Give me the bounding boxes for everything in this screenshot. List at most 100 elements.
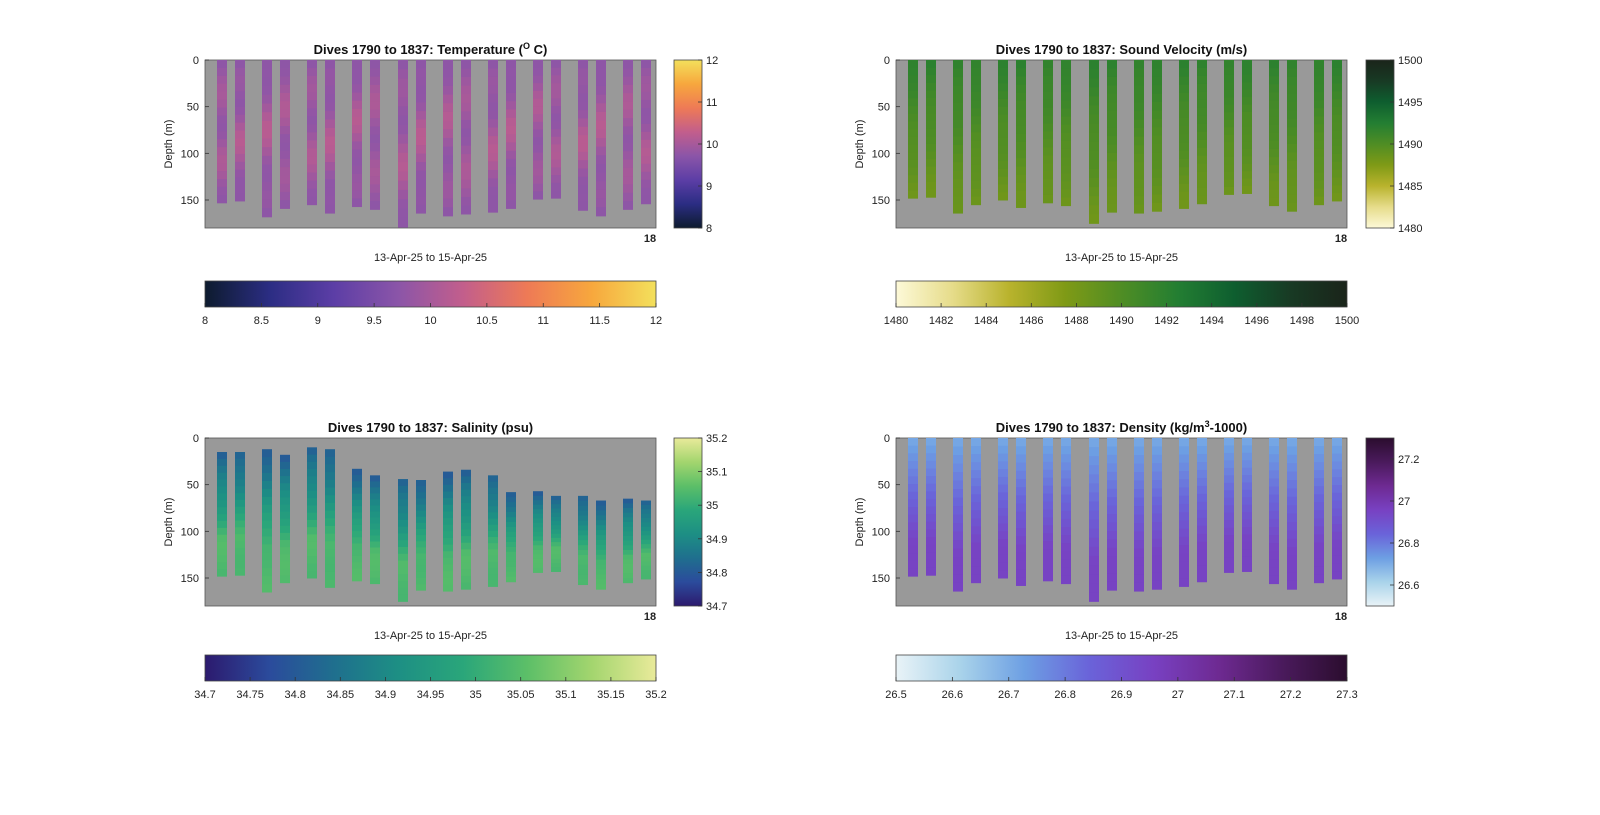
bottom-colorbar-tick-label: 34.85 [327, 689, 355, 701]
dive-segment [235, 169, 245, 178]
dive-segment [325, 204, 335, 214]
dive-segment [352, 531, 362, 538]
dive-segment [1061, 108, 1071, 118]
dive-segment [998, 461, 1008, 470]
dive-segment [578, 574, 588, 581]
dive-segment [1061, 181, 1071, 190]
dive-segment [398, 60, 408, 70]
dive-segment [262, 199, 272, 209]
dive-segment [1242, 141, 1252, 150]
dive-segment [578, 559, 588, 566]
dive-segment [1061, 446, 1071, 455]
dive-segment [971, 542, 981, 552]
dive-segment [370, 101, 380, 111]
dive-segment [1152, 102, 1162, 111]
dive-segment [1061, 567, 1071, 577]
dive-segment [1287, 564, 1297, 573]
dive-segment [1242, 148, 1252, 157]
dive-segment [280, 540, 290, 548]
dive-segment [926, 75, 936, 84]
dive-segment [443, 77, 453, 87]
dive-segment [1287, 177, 1297, 187]
bottom-colorbar-tick-label: 35 [469, 689, 481, 701]
dive-segment [443, 571, 453, 579]
dive-segment [352, 92, 362, 102]
dive-segment [1242, 564, 1252, 572]
dive-segment [1179, 175, 1189, 185]
dive-column [325, 60, 335, 214]
dive-segment [443, 137, 453, 148]
dive-segment [971, 462, 981, 471]
dive-segment [953, 557, 963, 567]
dive-segment [416, 541, 426, 548]
dive-segment [926, 166, 936, 175]
dive-segment [578, 151, 588, 161]
dive-segment [461, 509, 471, 517]
dive-segment [443, 491, 453, 499]
dive-segment [398, 499, 408, 507]
dive-segment [506, 522, 516, 528]
dive-segment [1224, 60, 1234, 68]
dive-column [551, 60, 561, 199]
dive-segment [1332, 469, 1342, 478]
dive-segment [235, 75, 245, 84]
dive-segment [998, 570, 1008, 579]
dive-segment [596, 525, 606, 531]
dive-segment [398, 69, 408, 80]
side-colorbar-tick-label: 27.2 [1398, 454, 1419, 466]
dive-segment [262, 68, 272, 78]
dive-column [352, 60, 362, 208]
dive-segment [1016, 158, 1026, 168]
dive-segment [578, 143, 588, 153]
dive-segment [235, 91, 245, 100]
dive-segment [1332, 60, 1342, 69]
dive-segment [307, 476, 317, 485]
dive-column [1089, 60, 1099, 224]
bottom-colorbar-tick-label: 35.1 [555, 689, 576, 701]
dive-segment [1043, 453, 1053, 463]
dive-column [641, 500, 651, 580]
dive-segment [908, 484, 918, 493]
dive-segment [623, 109, 633, 119]
dive-segment [325, 162, 335, 172]
dive-segment [1152, 127, 1162, 137]
dive-column [416, 480, 426, 591]
dive-segment [1269, 100, 1279, 110]
dive-segment [1089, 583, 1099, 593]
dive-segment [1061, 575, 1071, 585]
dive-segment [1224, 134, 1234, 143]
bottom-colorbar [204, 654, 657, 682]
chart-panel-1: Dives 1790 to 1837: Temperature (O C)050… [163, 41, 718, 327]
dive-segment [1043, 60, 1053, 69]
dive-segment [1016, 109, 1026, 118]
dive-segment [235, 547, 245, 556]
dive-column [1134, 438, 1144, 592]
dive-segment [1224, 490, 1234, 499]
dive-column [461, 469, 471, 590]
dive-segment [1107, 463, 1117, 473]
dive-segment [488, 203, 498, 213]
dive-segment [262, 520, 272, 530]
dive-segment [533, 152, 543, 161]
dive-segment [398, 78, 408, 89]
dive-segment [1089, 528, 1099, 539]
dive-segment [1016, 511, 1026, 521]
dive-segment [217, 179, 227, 188]
dive-segment [1016, 503, 1026, 513]
dive-segment [398, 479, 408, 487]
dive-segment [1197, 131, 1207, 141]
dive-segment [1107, 514, 1117, 524]
dive-segment [998, 453, 1008, 462]
side-colorbar [673, 437, 703, 607]
dive-segment [398, 594, 408, 602]
dive-segment [217, 99, 227, 109]
dive-segment [1016, 100, 1026, 110]
dive-segment [280, 518, 290, 527]
dive-segment [1242, 519, 1252, 528]
dive-segment [1061, 148, 1071, 158]
dive-segment [551, 508, 561, 514]
dive-segment [926, 82, 936, 91]
dive-segment [596, 129, 606, 139]
dive-segment [641, 187, 651, 197]
dive-segment [1197, 501, 1207, 511]
